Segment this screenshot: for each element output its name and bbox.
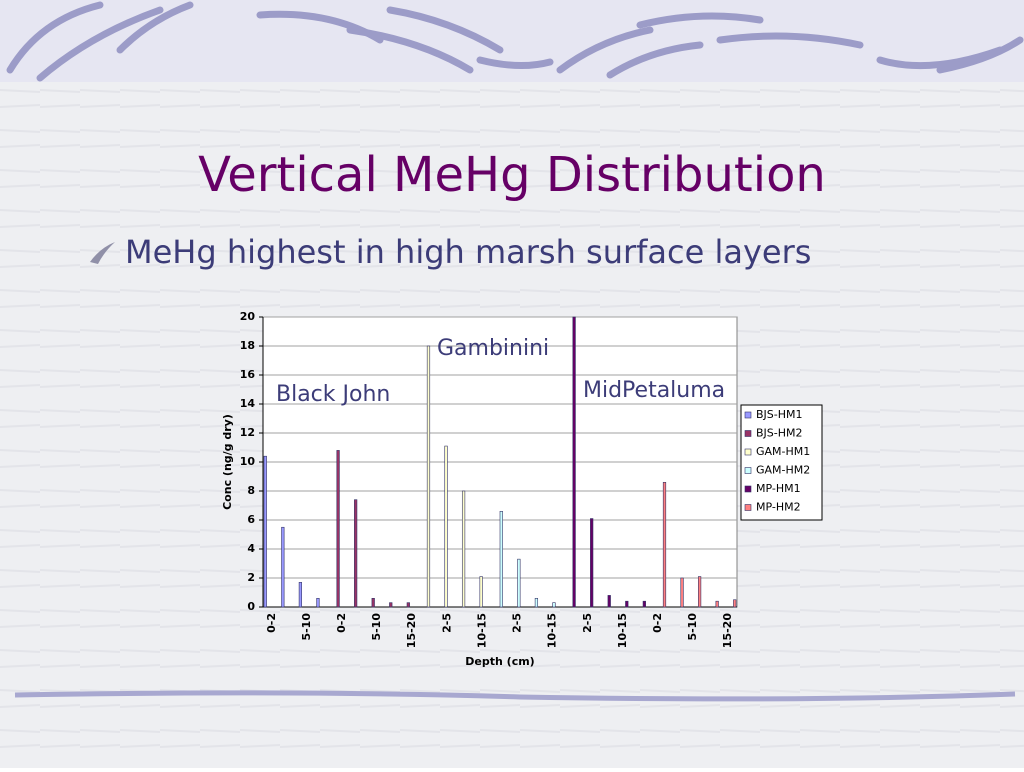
chart: 0 2 4 6 8 10 12 14 16 18 20 0-2 5-10 0-2 5-10 15-20 2-5 1… <box>221 310 823 668</box>
legend-box <box>740 404 823 521</box>
x-tick-label: 5-10 <box>370 613 383 641</box>
bar <box>444 445 448 608</box>
slide-title: Vertical MeHg Distribution <box>198 147 826 203</box>
legend-label: MP-HM1 <box>756 482 801 495</box>
y-tick-label: 8 <box>247 484 255 497</box>
bar <box>572 316 576 608</box>
bullet-text: MeHg highest in high marsh surface layer… <box>125 233 811 271</box>
x-tick-label: 10-15 <box>546 613 559 648</box>
legend-label: GAM-HM1 <box>756 445 810 458</box>
bar <box>263 455 267 608</box>
top-banner <box>0 0 1024 82</box>
legend-swatch <box>744 467 752 474</box>
bar <box>406 602 410 608</box>
y-tick-label: 20 <box>240 310 256 323</box>
legend-label: GAM-HM2 <box>756 464 810 477</box>
legend-label: BJS-HM1 <box>756 408 803 421</box>
bar <box>316 597 320 608</box>
y-tick-label: 14 <box>240 397 256 410</box>
bar <box>698 576 702 608</box>
bar <box>733 599 737 608</box>
bar <box>499 510 503 608</box>
legend-swatch <box>744 485 752 493</box>
bar <box>607 595 611 608</box>
bar <box>354 499 358 608</box>
bar <box>426 345 431 608</box>
x-tick-label: 0-2 <box>265 613 278 633</box>
annotation: MidPetaluma <box>583 378 725 403</box>
bullet-icon <box>90 242 115 264</box>
bar <box>534 597 539 608</box>
bar <box>336 450 340 608</box>
bottom-rule <box>14 690 1016 702</box>
bar <box>371 597 375 608</box>
x-tick-label: 10-15 <box>475 613 488 648</box>
bar <box>298 582 302 608</box>
legend-swatch <box>744 430 752 437</box>
bar <box>461 490 466 608</box>
legend-swatch <box>744 411 752 419</box>
bar <box>642 600 646 608</box>
y-axis-label: Conc (ng/g dry) <box>221 414 234 510</box>
annotation: Black John <box>276 382 390 407</box>
x-tick-label: 0-2 <box>651 613 664 633</box>
x-tick-label: 10-15 <box>616 613 629 648</box>
y-tick-label: 2 <box>247 571 255 584</box>
bar <box>281 526 285 608</box>
y-tick-label: 18 <box>240 339 255 352</box>
y-tick-label: 12 <box>240 426 255 439</box>
legend-label: MP-HM2 <box>756 501 801 514</box>
x-tick-label: 0-2 <box>335 613 348 633</box>
x-tick-label: 2-5 <box>440 613 453 633</box>
x-axis-label: Depth (cm) <box>465 655 534 668</box>
y-tick-label: 10 <box>240 455 256 468</box>
x-tick-label: 15-20 <box>405 613 418 649</box>
legend-label: BJS-HM2 <box>756 427 803 440</box>
y-tick-label: 4 <box>247 542 255 555</box>
x-tick-label: 5-10 <box>686 613 699 641</box>
y-tick-label: 16 <box>240 368 256 381</box>
legend-swatch <box>744 504 752 511</box>
bar <box>625 600 629 608</box>
bar <box>680 577 684 608</box>
x-tick-label: 15-20 <box>721 613 734 649</box>
annotation: Gambinini <box>437 336 549 361</box>
bar <box>715 600 719 608</box>
x-tick-label: 2-5 <box>581 613 594 633</box>
bar <box>590 518 594 608</box>
y-tick-label: 0 <box>247 600 255 613</box>
legend-swatch <box>744 448 752 456</box>
bar <box>552 602 556 608</box>
bar <box>389 602 393 608</box>
x-tick-label: 5-10 <box>300 613 313 641</box>
y-tick-label: 6 <box>247 513 255 526</box>
x-tick-label: 2-5 <box>511 613 524 633</box>
bar <box>517 558 521 608</box>
bar <box>479 576 483 608</box>
bar <box>662 481 667 608</box>
